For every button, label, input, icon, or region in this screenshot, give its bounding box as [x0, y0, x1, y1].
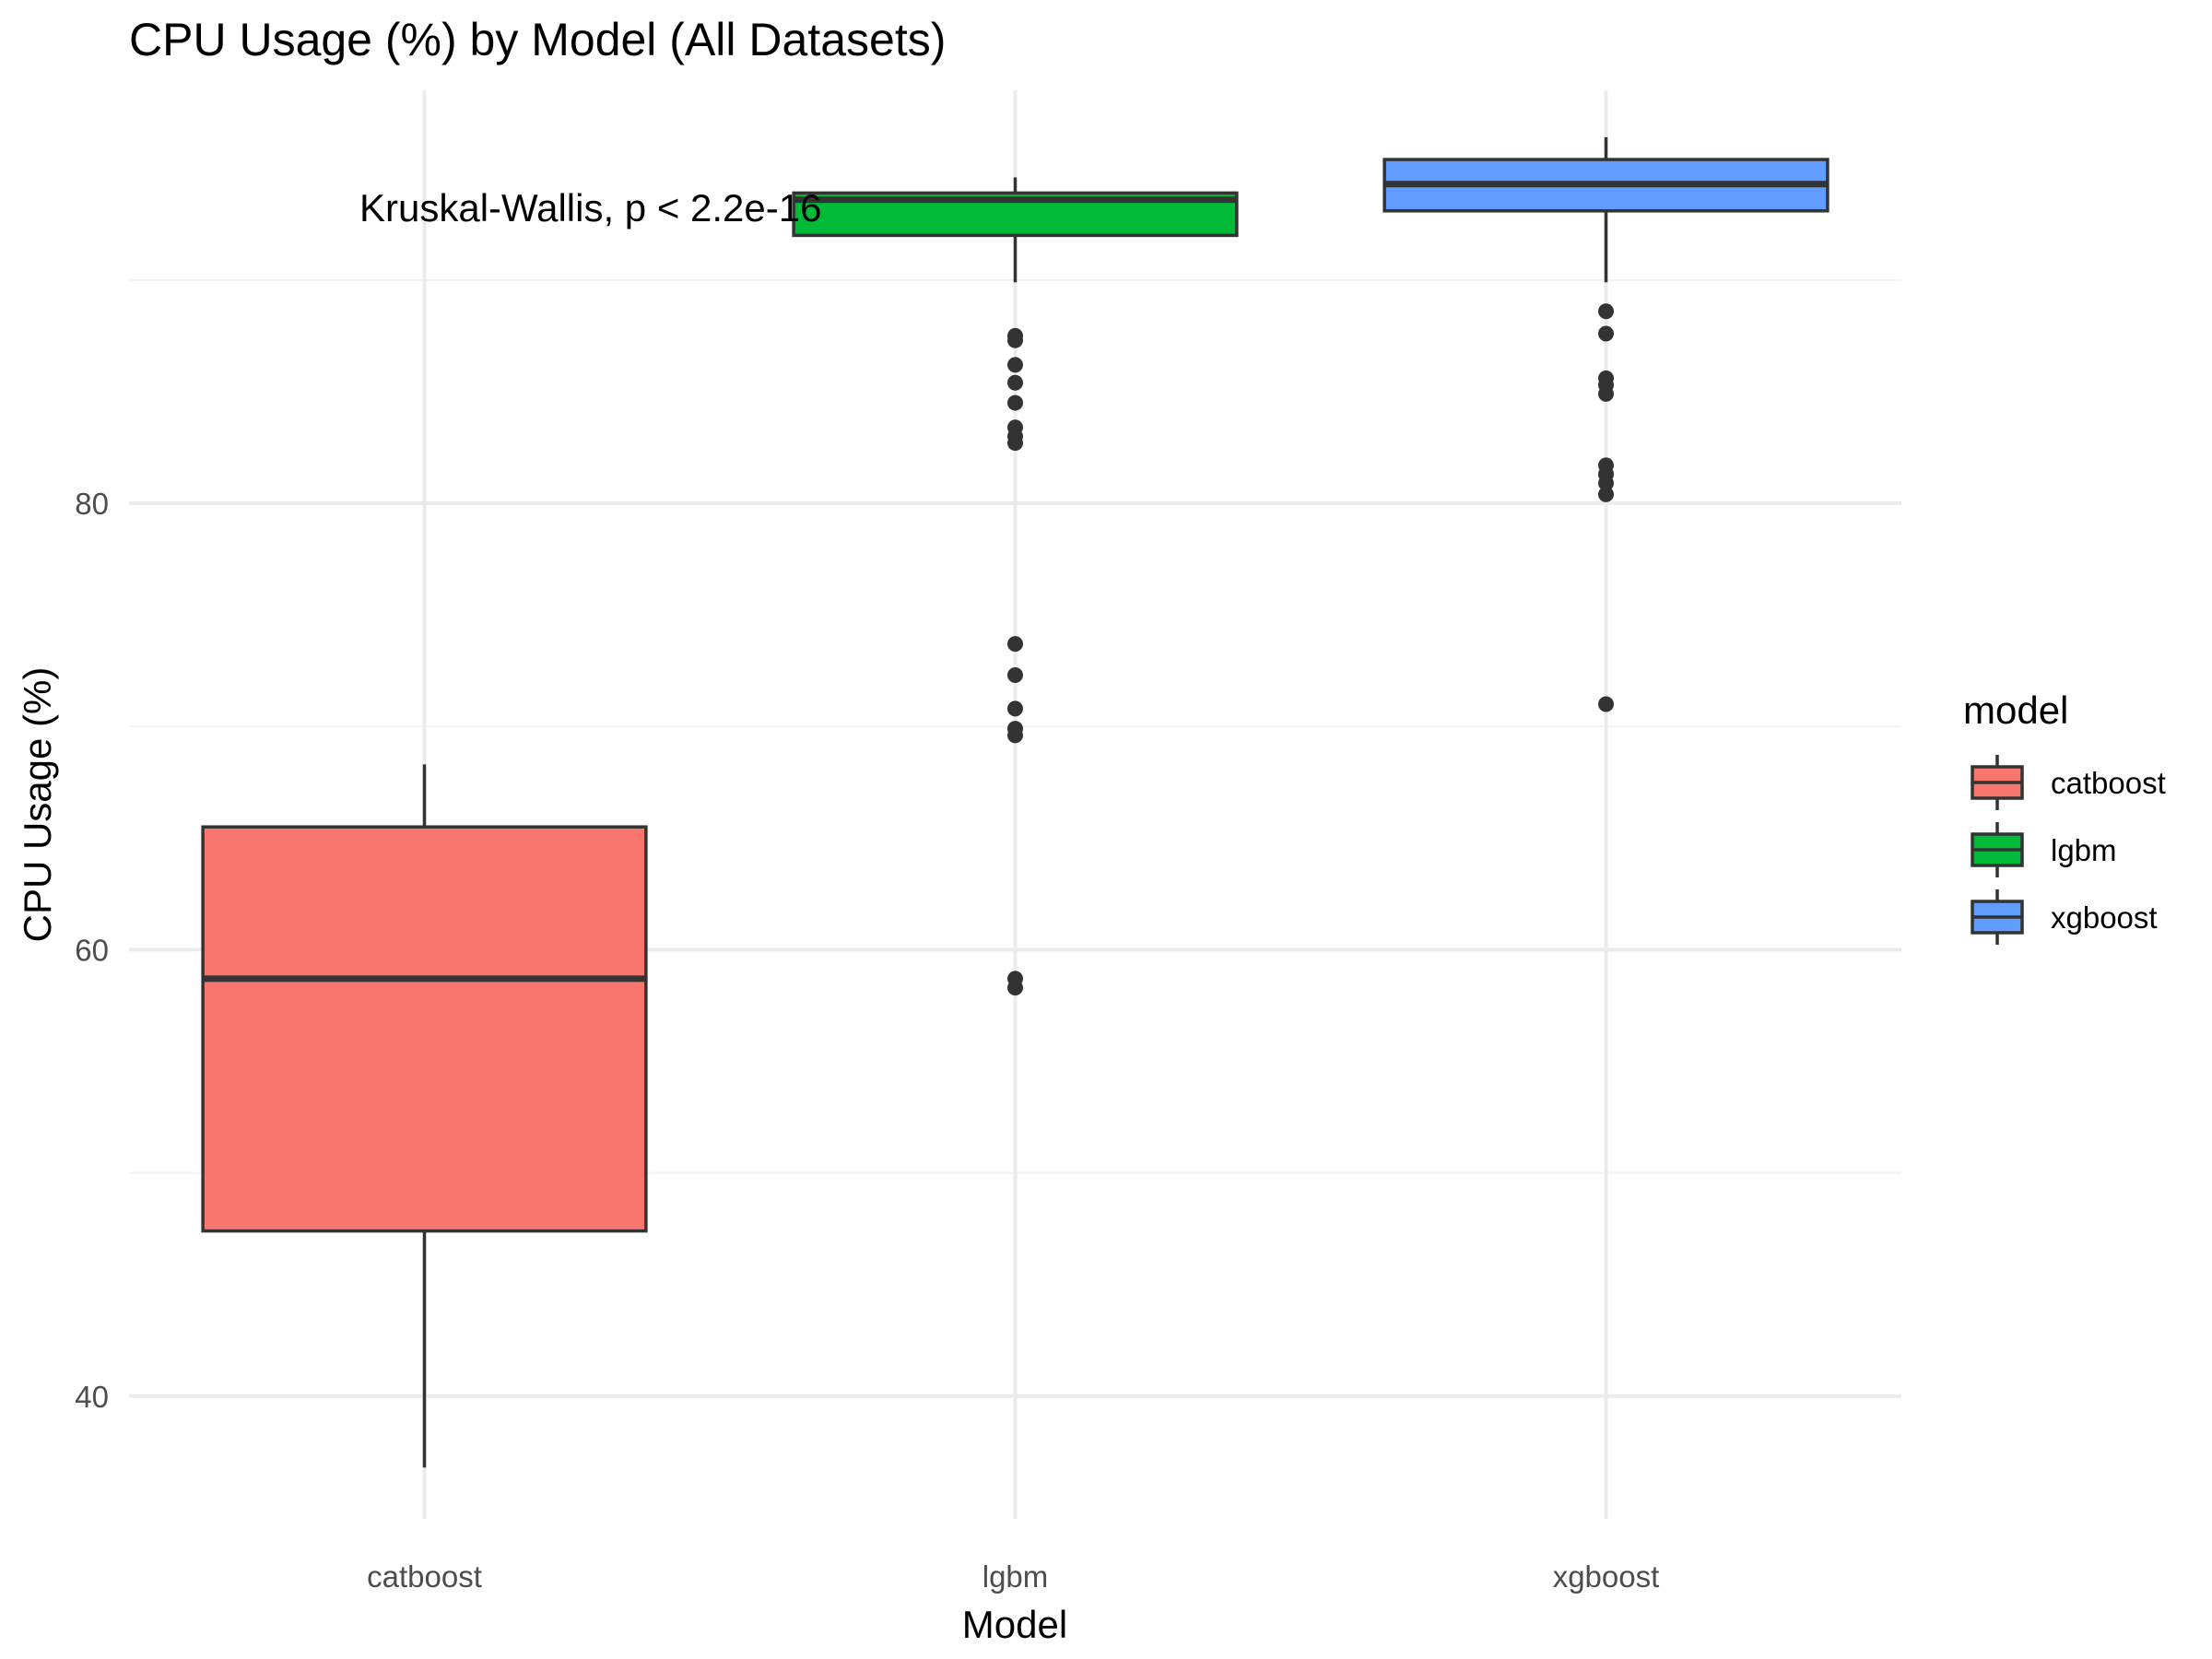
x-tick-label: lgbm [982, 1559, 1049, 1594]
legend-title: model [1963, 688, 2068, 732]
outlier-point [1598, 303, 1614, 320]
y-tick-label: 60 [75, 933, 109, 967]
legend-items: catboost lgbm xgboost [1971, 755, 2166, 945]
legend-item-lgbm: lgbm [1971, 822, 2117, 877]
outlier-point [1007, 394, 1023, 411]
legend: model catboost lgbm xgboost [1963, 688, 2166, 945]
boxplot-catboost [201, 764, 648, 1468]
outlier-point [1598, 696, 1614, 712]
boxplot-lgbm [792, 177, 1239, 996]
legend-label: catboost [2051, 766, 2166, 800]
outlier-point [1007, 980, 1023, 996]
legend-label: lgbm [2051, 833, 2117, 867]
outlier-point [1007, 636, 1023, 653]
chart-title: CPU Usage (%) by Model (All Datasets) [129, 14, 946, 65]
outlier-point [1007, 667, 1023, 684]
outlier-point [1007, 357, 1023, 373]
x-tick-label: catboost [367, 1559, 482, 1594]
legend-item-xgboost: xgboost [1971, 889, 2158, 945]
y-axis-ticks: 40 60 80 [75, 487, 109, 1414]
boxplots [201, 136, 1830, 1468]
legend-label: xgboost [2051, 900, 2158, 935]
boxplot-xgboost [1382, 136, 1830, 712]
y-axis-title: CPU Usage (%) [16, 667, 59, 943]
outlier-point [1598, 475, 1614, 491]
outlier-point [1598, 325, 1614, 342]
outlier-point [1007, 332, 1023, 348]
y-tick-label: 40 [75, 1380, 109, 1414]
x-axis-ticks: catboost lgbm xgboost [367, 1559, 1659, 1594]
kruskal-wallis-annotation: Kruskal-Wallis, p < 2.2e-16 [359, 186, 821, 229]
outlier-point [1598, 385, 1614, 402]
outlier-point [1007, 374, 1023, 391]
legend-item-catboost: catboost [1971, 755, 2166, 810]
outlier-point [1598, 486, 1614, 502]
x-tick-label: xgboost [1553, 1559, 1660, 1594]
x-axis-title: Model [962, 1603, 1067, 1646]
outlier-point [1007, 700, 1023, 717]
y-tick-label: 80 [75, 487, 109, 521]
outlier-point [1007, 435, 1023, 452]
outlier-point [1007, 727, 1023, 744]
box-iqr [201, 825, 648, 1233]
